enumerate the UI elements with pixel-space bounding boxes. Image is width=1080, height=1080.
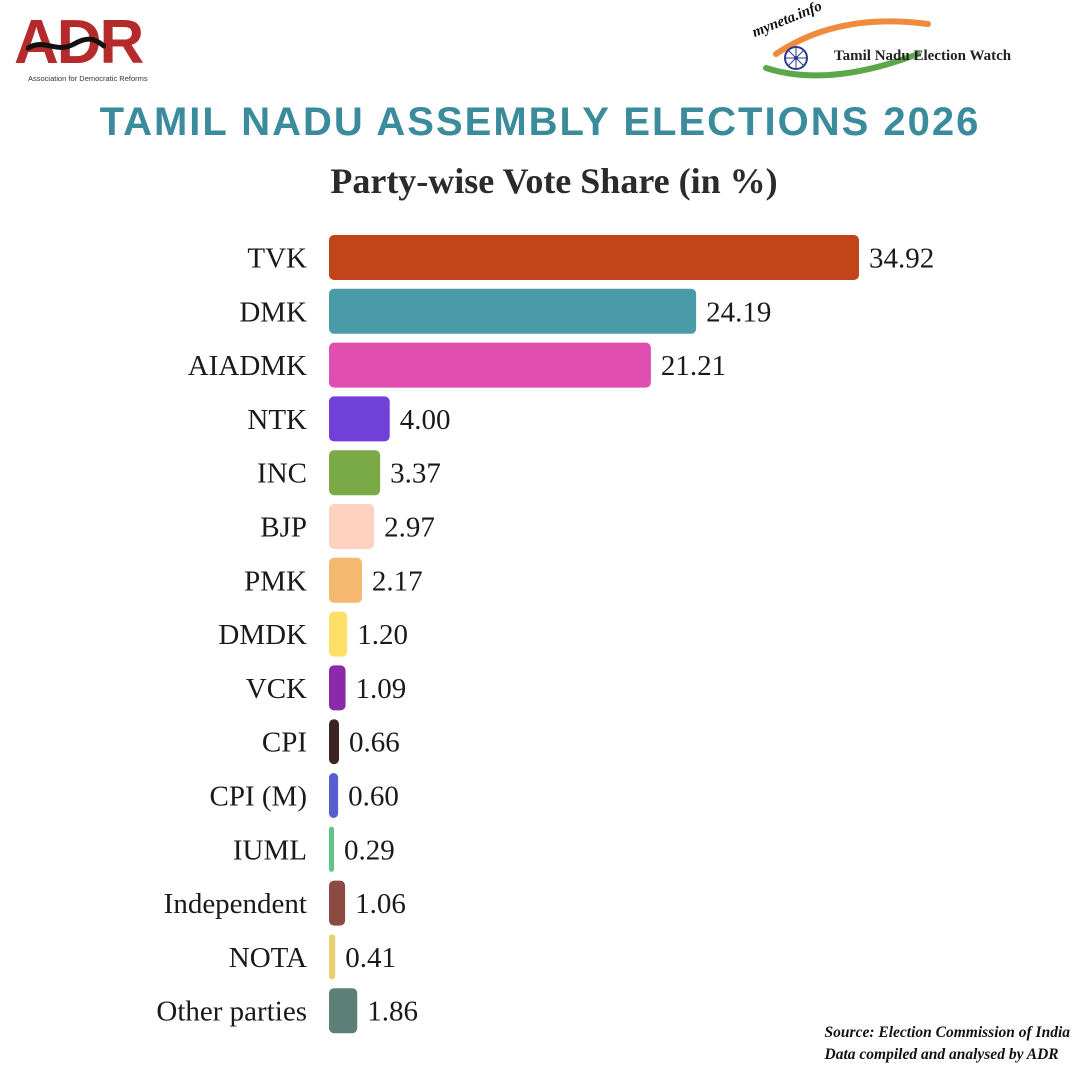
source-line: Source: Election Commission of India	[824, 1024, 1070, 1041]
myneta-flag-arcs-icon	[763, 18, 931, 79]
value-label-dmk: 24.19	[706, 296, 771, 328]
bar-independent	[329, 880, 346, 926]
bar-bjp	[329, 504, 375, 549]
bar-dmk	[329, 288, 697, 334]
bar-tvk	[329, 235, 859, 280]
category-label-tvk: TVK	[247, 243, 307, 275]
bar-cpi	[329, 719, 340, 765]
source-note: Source: Election Commission of India Dat…	[825, 1022, 1070, 1066]
bar-inc	[329, 450, 381, 496]
category-label-pmk: PMK	[244, 565, 307, 597]
bar-nota	[329, 934, 336, 980]
category-label-iuml: IUML	[233, 834, 307, 866]
adr-swoosh-icon	[26, 36, 106, 51]
value-label-ntk: 4.00	[400, 404, 451, 436]
value-label-inc: 3.37	[390, 458, 441, 490]
value-label-dmdk: 1.20	[357, 619, 408, 651]
adr-logo: ADR Association for Democratic Reforms	[6, 8, 170, 84]
value-label-nota: 0.41	[345, 942, 396, 974]
myneta-logo: myneta.info Tamil Nadu Election Watch	[748, 0, 1078, 80]
bar-ntk	[329, 396, 390, 442]
category-label-cpi-m: CPI (M)	[210, 781, 307, 813]
value-label-aiadmk: 21.21	[661, 350, 726, 382]
bar-dmdk	[329, 611, 348, 657]
category-label-independent: Independent	[164, 888, 307, 920]
category-label-aiadmk: AIADMK	[188, 350, 307, 382]
chart-title: TAMIL NADU ASSEMBLY ELECTIONS 2026	[99, 100, 981, 144]
category-label-cpi: CPI	[262, 727, 307, 759]
value-label-vck: 1.09	[356, 673, 407, 705]
bar-iuml	[329, 826, 334, 872]
category-label-inc: INC	[257, 458, 307, 490]
category-label-dmk: DMK	[239, 296, 307, 328]
compiled-line: Data compiled and analysed by ADR	[824, 1046, 1059, 1063]
value-label-other-parties: 1.86	[367, 996, 418, 1028]
category-label-bjp: BJP	[260, 512, 307, 544]
category-label-ntk: NTK	[247, 404, 307, 436]
value-label-bjp: 2.97	[384, 512, 435, 544]
category-label-vck: VCK	[246, 673, 307, 705]
category-label-dmdk: DMDK	[218, 619, 307, 651]
value-label-tvk: 34.92	[869, 243, 934, 275]
bar-other-parties	[329, 988, 358, 1034]
bar-cpi-m	[329, 773, 339, 818]
election-watch-text: Tamil Nadu Election Watch	[834, 48, 1012, 64]
bar-vck	[329, 665, 346, 711]
chart-subtitle: Party-wise Vote Share (in %)	[330, 161, 778, 201]
bar-pmk	[329, 557, 362, 603]
adr-tagline: Association for Democratic Reforms	[28, 74, 148, 83]
value-label-independent: 1.06	[355, 888, 406, 920]
category-label-nota: NOTA	[229, 942, 307, 974]
value-label-cpi: 0.66	[349, 727, 400, 759]
value-label-pmk: 2.17	[372, 565, 423, 597]
bar-aiadmk	[329, 342, 651, 388]
value-label-iuml: 0.29	[344, 834, 395, 866]
category-label-other-parties: Other parties	[156, 996, 307, 1028]
value-label-cpi-m: 0.60	[348, 781, 399, 813]
